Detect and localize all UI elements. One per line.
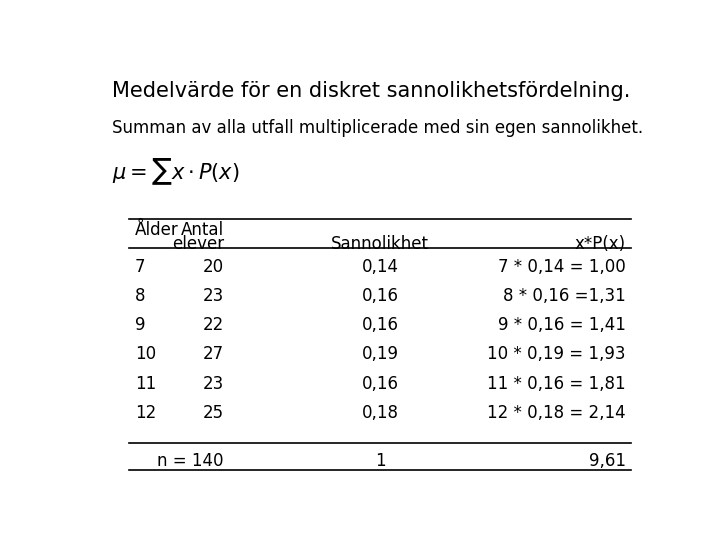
Text: 12 * 0,18 = 2,14: 12 * 0,18 = 2,14 (487, 404, 626, 422)
Text: 0,19: 0,19 (361, 346, 399, 363)
Text: 10: 10 (135, 346, 156, 363)
Text: 7 * 0,14 = 1,00: 7 * 0,14 = 1,00 (498, 258, 626, 276)
Text: 22: 22 (202, 316, 224, 334)
Text: 8: 8 (135, 287, 145, 305)
Text: 20: 20 (203, 258, 224, 276)
Text: elever: elever (172, 235, 224, 253)
Text: 0,18: 0,18 (361, 404, 399, 422)
Text: 11: 11 (135, 375, 156, 393)
Text: 9,61: 9,61 (589, 453, 626, 470)
Text: 9: 9 (135, 316, 145, 334)
Text: n = 140: n = 140 (158, 453, 224, 470)
Text: 25: 25 (203, 404, 224, 422)
Text: 9 * 0,16 = 1,41: 9 * 0,16 = 1,41 (498, 316, 626, 334)
Text: 10 * 0,19 = 1,93: 10 * 0,19 = 1,93 (487, 346, 626, 363)
Text: 0,16: 0,16 (361, 316, 399, 334)
Text: Sannolikhet: Sannolikhet (331, 235, 429, 253)
Text: 0,16: 0,16 (361, 375, 399, 393)
Text: Summan av alla utfall multiplicerade med sin egen sannolikhet.: Summan av alla utfall multiplicerade med… (112, 119, 644, 137)
Text: 23: 23 (202, 375, 224, 393)
Text: Medelvärde för en diskret sannolikhetsfördelning.: Medelvärde för en diskret sannolikhetsfö… (112, 82, 631, 102)
Text: 0,14: 0,14 (361, 258, 399, 276)
Text: 1: 1 (375, 453, 385, 470)
Text: 7: 7 (135, 258, 145, 276)
Text: 11 * 0,16 = 1,81: 11 * 0,16 = 1,81 (487, 375, 626, 393)
Text: 23: 23 (202, 287, 224, 305)
Text: 12: 12 (135, 404, 156, 422)
Text: x*P(x): x*P(x) (575, 235, 626, 253)
Text: Antal: Antal (181, 221, 224, 239)
Text: 8 * 0,16 =1,31: 8 * 0,16 =1,31 (503, 287, 626, 305)
Text: 27: 27 (203, 346, 224, 363)
Text: Ålder: Ålder (135, 221, 179, 239)
Text: 0,16: 0,16 (361, 287, 399, 305)
Text: $\mu = \sum x \cdot P(x)$: $\mu = \sum x \cdot P(x)$ (112, 156, 240, 187)
